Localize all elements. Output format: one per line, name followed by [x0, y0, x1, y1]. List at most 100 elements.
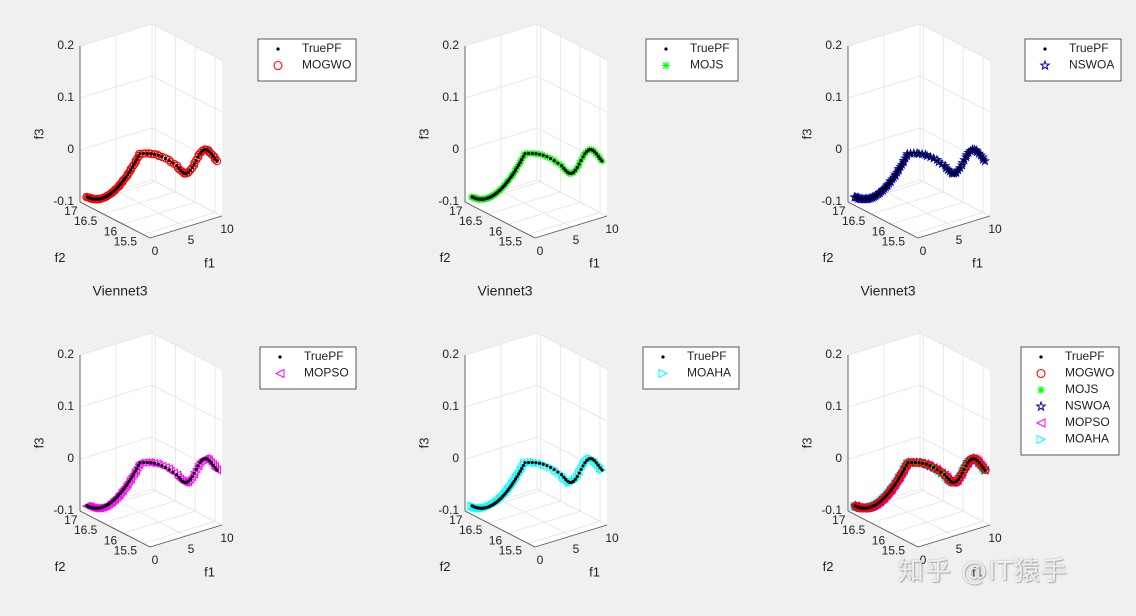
y-tick-label: 17 — [832, 204, 846, 218]
data-point — [523, 152, 527, 156]
data-point — [136, 154, 140, 159]
data-point — [520, 466, 524, 471]
data-point — [513, 477, 518, 481]
subplot-3: -0.100.10.2051015.51616.517f1f2f3Viennet… — [799, 23, 1122, 270]
legend-marker — [1037, 386, 1045, 394]
data-point — [962, 467, 966, 472]
x-gridline — [151, 24, 223, 217]
data-point — [523, 461, 527, 465]
subplot-2: -0.100.10.2051015.51616.517f1f2f3Viennet… — [416, 23, 739, 270]
x-tick-label: 0 — [920, 553, 927, 567]
data-point — [935, 159, 939, 163]
data-point — [145, 460, 149, 465]
y-axis-label: f2 — [55, 559, 66, 574]
y-axis-line — [79, 201, 151, 239]
legend-marker — [664, 47, 668, 51]
x-tick-label: 5 — [573, 542, 580, 556]
data-point — [513, 168, 518, 172]
z-tick-label: 0.2 — [825, 38, 842, 52]
y-gridline — [103, 36, 176, 215]
data-point — [960, 471, 964, 475]
data-point — [562, 475, 566, 479]
y-gridline — [891, 46, 964, 225]
y-tick-label: 16.5 — [842, 214, 866, 228]
legend-marker — [662, 61, 670, 70]
y-axis-label: f2 — [55, 250, 66, 265]
series-truepf — [470, 456, 604, 510]
data-point — [573, 168, 577, 172]
data-point — [160, 155, 164, 159]
data-point — [598, 157, 602, 161]
data-point — [207, 149, 211, 154]
data-point — [530, 460, 534, 465]
subplot-5: -0.1 0 0.1 0.2 0 5 10 15.516 16.517 f1 f2 f3 Viennet… — [416, 283, 740, 579]
data-point — [541, 462, 545, 466]
subplot-6: -0.1 0 0.1 0.2 0 5 10 15.516 16.517 f1 f2 f3 Viennet… — [799, 283, 1120, 579]
y-tick-label: 15.5 — [499, 544, 523, 558]
legend-label: TruePF — [687, 349, 727, 363]
data-point — [133, 160, 137, 164]
data-point — [194, 467, 198, 472]
data-point — [939, 470, 943, 474]
data-point — [537, 461, 542, 465]
legend-box — [257, 38, 357, 82]
series-truepf — [853, 147, 987, 201]
data-point — [966, 461, 970, 465]
x-tick-label: 0 — [152, 553, 159, 567]
data-point — [904, 154, 908, 159]
x-tick-label: 10 — [605, 222, 619, 236]
data-point — [196, 464, 200, 468]
z-tick-label: -0.1 — [53, 503, 74, 517]
y-tick-label: 17 — [64, 204, 78, 218]
data-point — [188, 168, 192, 172]
data-point — [130, 165, 134, 170]
y-tick-label: 16 — [872, 533, 886, 547]
data-point — [898, 165, 902, 170]
y-tick-label: 16 — [489, 224, 503, 238]
data-point — [979, 464, 988, 473]
legend-label: NSWOA — [1065, 399, 1110, 413]
z-tick-label: 0 — [835, 142, 842, 156]
data-point — [552, 468, 556, 472]
legend-marker — [1043, 47, 1047, 51]
data-point — [956, 168, 960, 172]
data-point — [541, 153, 545, 157]
data-point — [190, 474, 194, 479]
legend-marker — [273, 60, 283, 71]
z-tick-label: -0.1 — [438, 194, 459, 208]
y-axis-line — [464, 201, 536, 239]
z-tick-label: -0.1 — [53, 194, 74, 208]
data-point — [130, 474, 134, 479]
data-point — [186, 479, 191, 483]
z-tick-label: 0.1 — [442, 90, 459, 104]
legend: TruePF MOJS — [645, 38, 739, 82]
data-point — [579, 467, 583, 472]
x-tick-label: 5 — [956, 233, 963, 247]
data-point — [575, 165, 579, 170]
data-point — [559, 164, 564, 168]
data-point — [125, 482, 130, 486]
x-tick-label: 5 — [573, 233, 580, 247]
data-point — [945, 166, 949, 170]
x-axis-label: f1 — [972, 255, 983, 270]
data-point — [596, 154, 600, 158]
legend-marker — [1039, 355, 1043, 359]
data-point — [983, 468, 987, 472]
data-point — [537, 152, 542, 156]
x-tick-label: 0 — [537, 244, 544, 258]
data-point — [135, 157, 139, 162]
data-point — [581, 155, 585, 159]
data-point — [964, 464, 968, 468]
data-point — [575, 474, 579, 479]
data-point — [174, 164, 179, 168]
data-point — [895, 170, 899, 175]
data-point — [965, 456, 974, 465]
x-tick-label: 0 — [537, 553, 544, 567]
data-point — [901, 160, 905, 164]
x-gridline — [151, 333, 223, 526]
series-truepf — [470, 147, 604, 201]
data-point — [211, 463, 215, 467]
x-axis-label: f1 — [589, 564, 600, 579]
z-tick-label: 0.2 — [57, 38, 74, 52]
data-point — [138, 461, 142, 465]
